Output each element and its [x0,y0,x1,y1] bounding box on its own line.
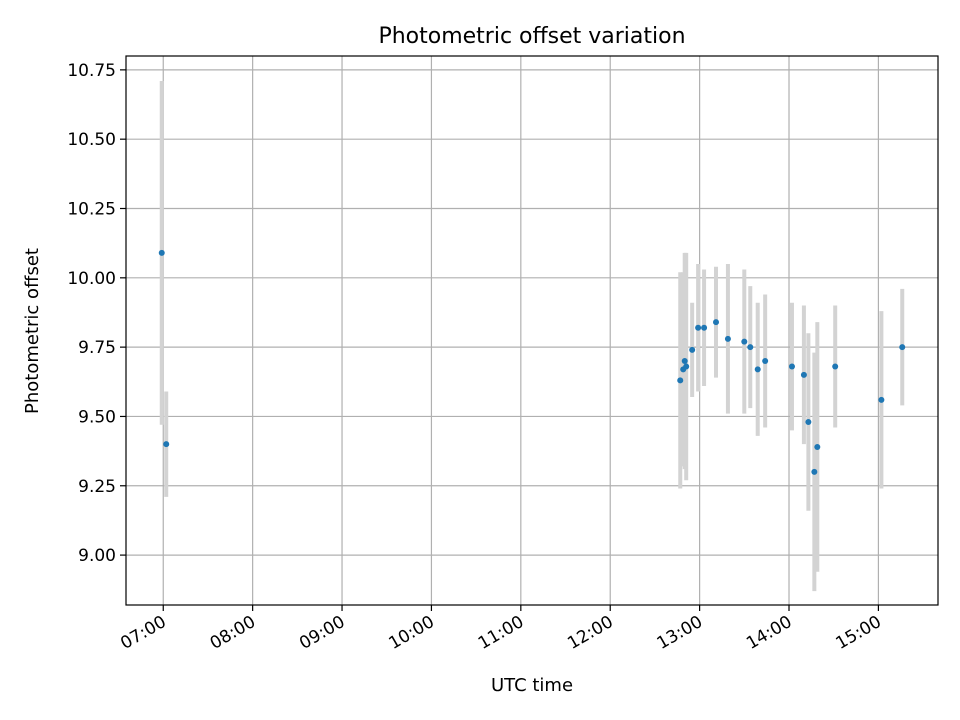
x-tick-label: 15:00 [832,612,884,654]
x-tick-label: 11:00 [475,612,527,654]
data-point [788,363,795,370]
data-point [689,346,696,353]
y-tick-label: 10.00 [67,269,116,289]
x-tick-label: 08:00 [207,612,259,654]
x-tick-label: 10:00 [385,612,437,654]
error-bars [159,80,905,592]
data-point [805,419,812,425]
x-tick-label: 14:00 [743,612,795,654]
x-tick-label: 09:00 [296,612,348,654]
data-point [713,319,720,326]
y-axis-ticks: 9.00 9.25 9.50 9.75 10.00 10.25 10.50 10.75 [67,61,126,566]
data-point [683,363,690,370]
y-tick-label: 10.25 [67,200,116,220]
data-point [832,363,839,370]
x-tick-label: 12:00 [564,612,616,654]
data-point [754,366,761,373]
data-point [158,249,165,256]
data-point [677,377,684,384]
data-point [724,335,731,342]
data-point [811,468,818,475]
y-tick-label: 9.75 [78,338,116,358]
data-point [762,358,769,364]
x-tick-label: 13:00 [654,612,706,654]
y-tick-label: 9.00 [78,546,116,566]
y-tick-label: 10.50 [67,130,116,150]
data-points [158,249,906,475]
x-tick-label: 07:00 [117,612,169,654]
x-axis-ticks: 07:00 08:00 09:00 10:00 11:00 12:00 13:00 14:00… [117,605,885,654]
data-point [741,338,748,345]
chart-title: Photometric offset variation [378,24,685,49]
data-point [814,443,821,450]
y-tick-label: 9.25 [78,477,116,497]
plot-frame [125,55,939,606]
y-tick-label: 10.75 [67,61,116,81]
data-point [681,358,688,364]
data-point [163,441,170,448]
y-tick-label: 9.50 [78,407,116,427]
data-point [701,324,708,331]
data-point [878,396,885,403]
x-axis-label: UTC time [491,675,573,696]
data-point [899,344,906,351]
data-point [747,344,754,351]
data-point [800,371,807,378]
data-point [695,324,702,331]
y-axis-label: Photometric offset [22,248,43,414]
